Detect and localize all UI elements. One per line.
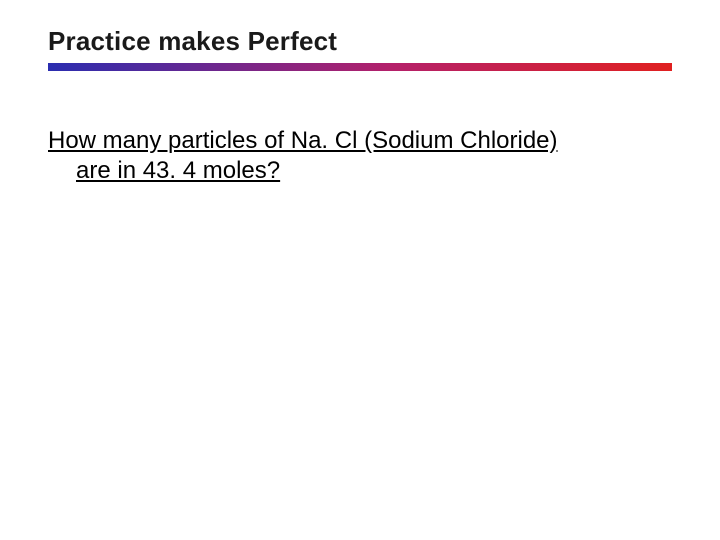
slide: Practice makes Perfect How many particle…: [0, 0, 720, 540]
slide-title: Practice makes Perfect: [48, 26, 672, 57]
question-line-2: are in 43. 4 moles?: [48, 156, 672, 186]
title-block: Practice makes Perfect: [48, 26, 672, 71]
question-line-1: How many particles of Na. Cl (Sodium Chl…: [48, 126, 672, 156]
question-block: How many particles of Na. Cl (Sodium Chl…: [48, 126, 672, 186]
title-underline: [48, 63, 672, 71]
